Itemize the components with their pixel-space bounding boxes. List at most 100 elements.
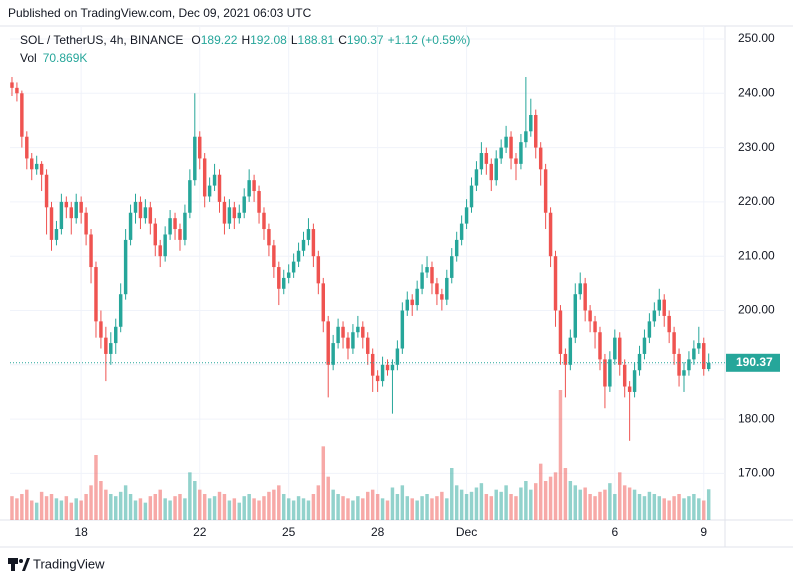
volume-bar bbox=[390, 487, 395, 520]
x-tick-label: 25 bbox=[282, 525, 296, 539]
candle-body bbox=[346, 337, 350, 349]
volume-bar bbox=[15, 498, 19, 520]
volume-bar bbox=[632, 489, 637, 520]
volume-bar bbox=[405, 496, 410, 520]
x-tick-label: 18 bbox=[74, 525, 88, 539]
candle-body bbox=[405, 299, 410, 311]
y-tick-label: 170.00 bbox=[738, 466, 775, 480]
volume-bar bbox=[44, 496, 49, 520]
candle-body bbox=[227, 207, 232, 224]
volume-bar bbox=[301, 498, 306, 520]
candle-body bbox=[613, 337, 617, 360]
candle-body bbox=[104, 337, 108, 354]
volume-pane bbox=[10, 390, 711, 520]
candle-body bbox=[499, 147, 503, 159]
volume-bar bbox=[94, 455, 98, 520]
volume-bar bbox=[59, 500, 64, 520]
volume-bar bbox=[232, 498, 237, 520]
volume-bar bbox=[178, 494, 182, 520]
volume-bar bbox=[148, 496, 153, 520]
volume-bar bbox=[445, 498, 449, 520]
volume-bar bbox=[415, 500, 419, 520]
candle-body bbox=[128, 212, 133, 240]
volume-bar bbox=[143, 502, 148, 520]
volume-bar bbox=[306, 500, 311, 520]
volume-bar bbox=[188, 472, 192, 520]
volume-bar bbox=[667, 500, 671, 520]
candle-body bbox=[118, 294, 123, 327]
candle-body bbox=[494, 158, 498, 181]
logo: TradingView bbox=[8, 556, 105, 571]
candle-body bbox=[296, 250, 301, 262]
volume-bar bbox=[198, 489, 202, 520]
volume-bar bbox=[395, 494, 400, 520]
open-value: 189.22 bbox=[201, 33, 238, 47]
candle-body bbox=[178, 229, 182, 240]
candle-body bbox=[252, 180, 256, 192]
candle-body bbox=[618, 337, 622, 365]
volume-bar bbox=[618, 472, 622, 520]
volume-bar bbox=[538, 463, 543, 520]
candle-body bbox=[484, 153, 489, 164]
candle-body bbox=[277, 267, 281, 289]
candle-body bbox=[291, 261, 296, 273]
volume-bar bbox=[652, 494, 657, 520]
volume-bar bbox=[672, 496, 676, 520]
candle-body bbox=[583, 283, 587, 311]
low-value: 188.81 bbox=[298, 33, 335, 47]
candle-body bbox=[207, 185, 212, 197]
candle-body bbox=[459, 223, 464, 240]
volume-bar bbox=[257, 500, 261, 520]
volume-bar bbox=[163, 498, 167, 520]
candle-body bbox=[519, 142, 523, 164]
candle-body bbox=[588, 310, 592, 322]
change: +1.12 (+0.59%) bbox=[388, 33, 471, 47]
candle-body bbox=[133, 201, 138, 213]
volume-bar bbox=[435, 496, 439, 520]
volume-bar bbox=[489, 496, 494, 520]
candle-body bbox=[262, 212, 266, 230]
x-tick-label: 28 bbox=[371, 525, 385, 539]
volume-bar bbox=[341, 496, 345, 520]
candle-body bbox=[188, 180, 192, 213]
volume-bar bbox=[247, 494, 251, 520]
volume-bar bbox=[128, 494, 133, 520]
legend: SOL / TetherUS, 4h, BINANCE O189.22 H192.0… bbox=[20, 33, 470, 65]
y-tick-label: 220.00 bbox=[738, 194, 775, 208]
candle-body bbox=[143, 207, 148, 219]
volume-bar bbox=[543, 481, 548, 520]
candle-body bbox=[237, 212, 242, 219]
candle-body bbox=[454, 239, 459, 257]
candle-body bbox=[682, 370, 686, 376]
y-tick-label: 200.00 bbox=[738, 303, 775, 317]
candle-body bbox=[425, 267, 429, 273]
volume-bar bbox=[430, 498, 434, 520]
volume-bar bbox=[361, 498, 365, 520]
candle-body bbox=[44, 174, 49, 208]
candle-body bbox=[524, 131, 528, 143]
volume-bar bbox=[326, 476, 330, 520]
candle-body bbox=[514, 158, 518, 164]
volume-bar bbox=[212, 496, 217, 520]
candle-body bbox=[558, 310, 563, 354]
volume-bar bbox=[637, 494, 642, 520]
y-tick-label: 240.00 bbox=[738, 85, 775, 99]
volume-bar bbox=[296, 496, 301, 520]
candle-body bbox=[138, 201, 143, 219]
candle-body bbox=[578, 283, 582, 295]
candle-body bbox=[282, 277, 286, 289]
candle-body bbox=[89, 234, 93, 268]
volume-bar bbox=[687, 496, 691, 520]
volume-bar bbox=[39, 491, 44, 520]
candle-body bbox=[598, 332, 602, 360]
volume-bar bbox=[158, 489, 162, 520]
logo-mark bbox=[8, 558, 18, 564]
volume-bar bbox=[351, 500, 355, 520]
volume-bar bbox=[499, 491, 503, 520]
candle-body bbox=[99, 321, 103, 338]
logo-mark bbox=[19, 559, 23, 563]
volume-bar bbox=[474, 487, 479, 520]
low-label: L bbox=[291, 33, 298, 47]
brand: TradingView bbox=[33, 556, 105, 571]
x-tick-label: 22 bbox=[193, 525, 207, 539]
